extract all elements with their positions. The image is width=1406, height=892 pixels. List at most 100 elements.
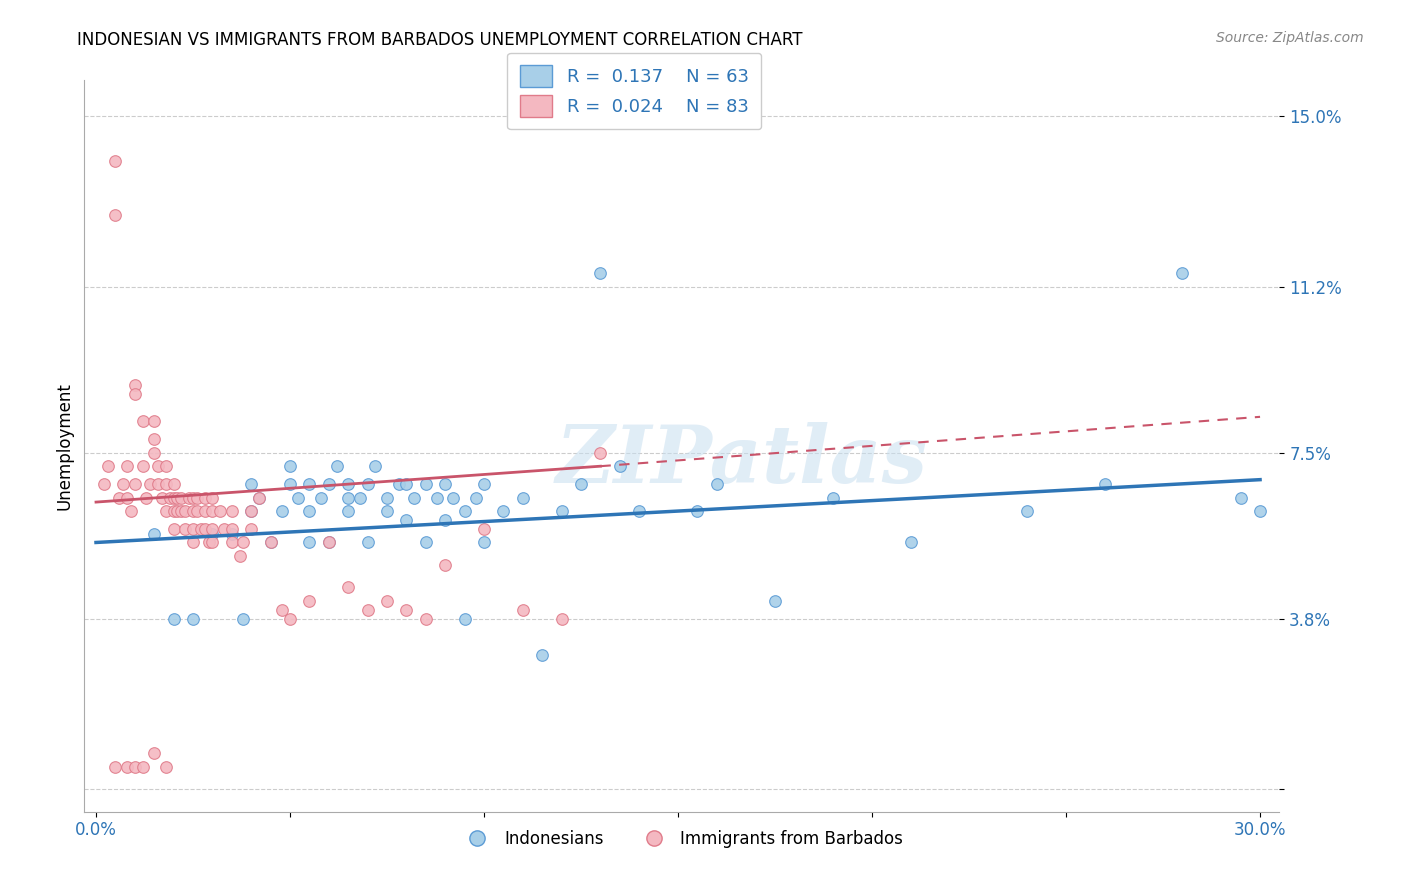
Point (356, 603, 378, 617)
Point (124, 477, 146, 491)
Point (194, 504, 217, 518)
Point (1171, 266, 1194, 280)
Point (143, 526, 166, 541)
Point (900, 535, 922, 549)
Point (278, 459, 301, 474)
Point (209, 504, 232, 518)
Point (155, 504, 177, 518)
Point (97, 459, 120, 474)
Point (609, 459, 631, 474)
Point (159, 491, 181, 505)
Point (472, 522, 495, 536)
Point (453, 504, 475, 518)
Point (1229, 491, 1251, 505)
Point (150, 491, 173, 505)
Point (318, 535, 340, 549)
Point (318, 535, 340, 549)
Point (146, 477, 169, 491)
Point (247, 491, 270, 505)
Point (221, 522, 243, 536)
Point (108, 491, 131, 505)
Point (309, 491, 332, 505)
Point (589, 266, 612, 280)
Point (124, 387, 146, 401)
Point (287, 491, 309, 505)
Point (170, 504, 193, 518)
Point (197, 535, 219, 549)
Point (1094, 477, 1116, 491)
Point (115, 491, 138, 505)
Point (356, 535, 378, 549)
Point (155, 477, 177, 491)
Point (201, 522, 224, 536)
Point (278, 612, 301, 626)
Point (201, 504, 224, 518)
Point (240, 504, 263, 518)
Point (166, 504, 188, 518)
Point (356, 477, 378, 491)
Point (298, 594, 321, 608)
Point (181, 504, 204, 518)
Point (388, 477, 411, 491)
Point (181, 612, 204, 626)
Point (179, 491, 201, 505)
Point (278, 477, 301, 491)
Point (823, 491, 845, 505)
Point (364, 459, 387, 474)
Point (395, 603, 418, 617)
Point (628, 504, 651, 518)
Point (190, 522, 212, 536)
Point (186, 504, 208, 518)
Point (186, 491, 208, 505)
Point (143, 747, 166, 761)
Point (298, 477, 321, 491)
Point (221, 535, 243, 549)
Point (375, 504, 398, 518)
Point (155, 760, 177, 774)
Point (212, 522, 235, 536)
Point (232, 612, 254, 626)
Text: ZIPatlas: ZIPatlas (555, 422, 928, 500)
Point (170, 491, 193, 505)
Point (395, 513, 418, 527)
Point (337, 580, 360, 594)
Point (434, 477, 457, 491)
Point (550, 612, 572, 626)
Point (271, 504, 294, 518)
Point (472, 535, 495, 549)
Point (201, 526, 224, 541)
Point (426, 491, 449, 505)
Point (124, 378, 146, 392)
Point (162, 504, 184, 518)
Point (325, 459, 347, 474)
Point (93, 477, 115, 491)
Point (221, 526, 243, 541)
Point (512, 603, 534, 617)
Point (434, 513, 457, 527)
Point (763, 594, 786, 608)
Point (395, 477, 418, 491)
Point (531, 648, 554, 662)
Point (240, 522, 263, 536)
Point (453, 612, 475, 626)
Point (112, 477, 135, 491)
Point (221, 504, 243, 518)
Point (512, 491, 534, 505)
Point (706, 477, 728, 491)
Point (240, 477, 263, 491)
Legend: Indonesians, Immigrants from Barbados: Indonesians, Immigrants from Barbados (454, 823, 910, 855)
Point (174, 504, 197, 518)
Point (337, 491, 360, 505)
Point (124, 760, 146, 774)
Point (259, 535, 281, 549)
Point (415, 477, 437, 491)
Point (240, 504, 263, 518)
Point (550, 504, 572, 518)
Point (201, 491, 224, 505)
Point (228, 549, 250, 563)
Point (181, 491, 204, 505)
Point (104, 154, 127, 169)
Point (131, 760, 153, 774)
Point (155, 459, 177, 474)
Point (115, 459, 138, 474)
